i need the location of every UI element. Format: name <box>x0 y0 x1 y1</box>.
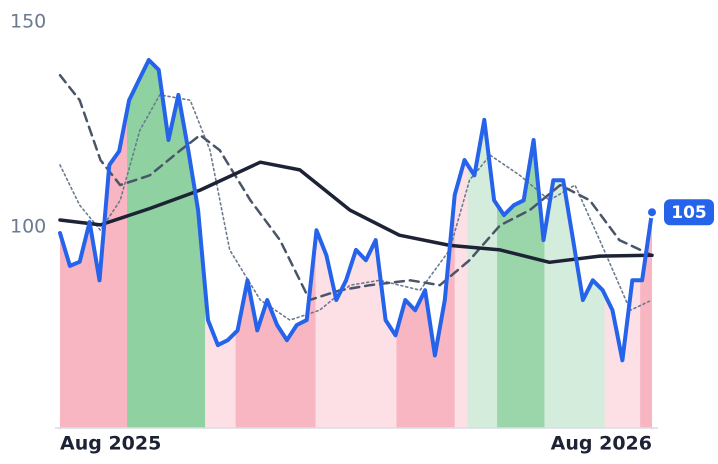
zone <box>315 60 397 428</box>
average-line <box>58 160 654 265</box>
zone <box>205 60 237 428</box>
y-tick-label: 100 <box>10 216 46 238</box>
last-point <box>646 206 658 219</box>
x-tick-label: Aug 2025 <box>60 433 161 455</box>
zone <box>467 60 498 428</box>
value-label: 105 <box>671 203 707 223</box>
zone <box>396 60 456 428</box>
average-line <box>58 73 654 302</box>
price-line <box>58 58 654 363</box>
zones <box>60 60 652 428</box>
zone <box>497 60 545 428</box>
zone <box>235 60 317 428</box>
y-tick-label: 150 <box>10 11 46 33</box>
zone <box>544 60 606 428</box>
zone <box>127 60 206 428</box>
zone <box>604 60 641 428</box>
x-tick-label: Aug 2026 <box>551 433 652 455</box>
zone <box>454 60 468 428</box>
value-badge <box>664 199 714 226</box>
